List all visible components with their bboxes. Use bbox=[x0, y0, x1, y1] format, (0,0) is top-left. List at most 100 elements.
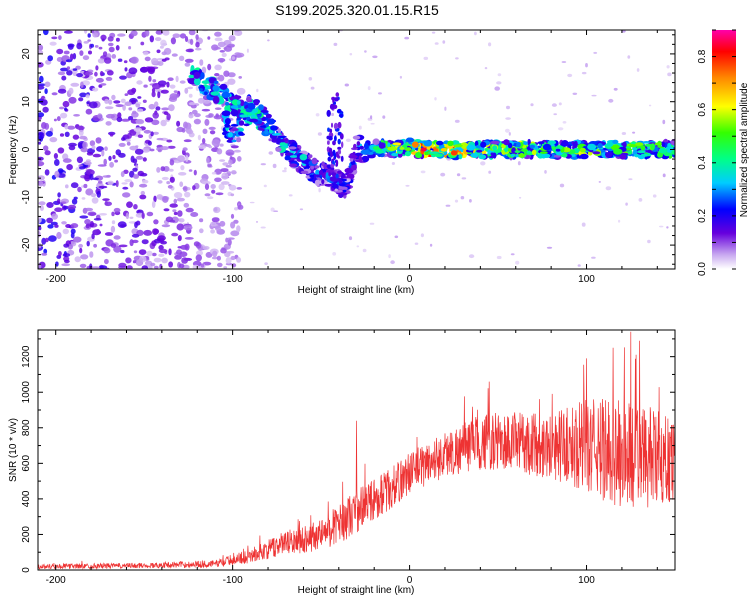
spectrogram-noise-blob bbox=[190, 104, 197, 109]
spectrogram-noise-blob bbox=[173, 211, 178, 216]
spectrogram-noise-blob bbox=[362, 248, 367, 253]
spectrogram-noise-blob bbox=[210, 184, 216, 189]
spectrogram-noise-blob bbox=[76, 42, 83, 50]
spectrogram-signal-blob bbox=[363, 142, 369, 150]
spectrogram-noise-blob bbox=[188, 93, 193, 98]
spectrogram-noise-blob bbox=[236, 87, 246, 95]
spectrogram-signal-blob bbox=[328, 147, 333, 154]
spectrogram-noise-blob bbox=[68, 87, 74, 95]
spectrogram-peak-blob bbox=[420, 147, 427, 152]
spectrogram-noise-blob bbox=[169, 159, 175, 166]
spectrogram-signal-blob bbox=[309, 174, 315, 178]
spectrogram-noise-blob bbox=[70, 232, 75, 239]
y-tick-label: 400 bbox=[21, 490, 32, 507]
spectrogram-noise-blob bbox=[214, 64, 222, 71]
spectrogram-noise-blob bbox=[38, 141, 42, 145]
spectrogram-noise-blob bbox=[84, 219, 91, 225]
spectrogram-signal-blob bbox=[529, 144, 536, 149]
spectrogram-noise-blob bbox=[168, 248, 172, 256]
spectrogram-noise-blob bbox=[83, 183, 88, 189]
spectrogram-noise-blob bbox=[57, 198, 61, 204]
spectrogram-noise-blob bbox=[83, 41, 89, 44]
y-tick-label: -10 bbox=[21, 190, 32, 205]
spectrogram-signal-blob bbox=[555, 148, 561, 152]
spectrogram-noise-blob bbox=[434, 42, 439, 45]
spectrogram-noise-blob bbox=[562, 121, 567, 124]
spectrogram-noise-blob bbox=[208, 113, 214, 117]
spectrogram-noise-blob bbox=[157, 61, 164, 66]
spectrogram-noise-blob bbox=[72, 68, 78, 71]
spectrogram-signal-blob bbox=[523, 141, 528, 146]
spectrogram-signal-blob bbox=[188, 74, 195, 79]
spectrogram-noise-blob bbox=[44, 81, 51, 88]
spectrogram-noise-blob bbox=[149, 35, 154, 43]
spectrogram-noise-blob bbox=[154, 101, 159, 107]
spectrogram-noise-blob bbox=[124, 179, 132, 183]
spectrogram-noise-blob bbox=[117, 112, 122, 119]
spectrogram-signal-blob bbox=[511, 147, 516, 154]
x-tick-label: 0 bbox=[407, 274, 413, 285]
spectrogram-noise-blob bbox=[108, 99, 113, 105]
spectrogram-noise-blob bbox=[166, 139, 173, 143]
spectrogram-noise-blob bbox=[204, 118, 210, 126]
spectrogram-noise-blob bbox=[141, 239, 149, 245]
spectrogram-noise-blob bbox=[591, 94, 597, 97]
spectrogram-noise-blob bbox=[98, 213, 108, 216]
spectrogram-noise-blob bbox=[96, 190, 102, 198]
spectrogram-noise-blob bbox=[256, 221, 258, 223]
spectrogram-signal-blob bbox=[233, 95, 242, 100]
spectrogram-noise-blob bbox=[559, 183, 565, 188]
spectrogram-noise-blob bbox=[43, 145, 49, 151]
spectrogram-marks bbox=[38, 30, 675, 269]
spectrogram-noise-blob bbox=[104, 106, 114, 110]
spectrogram-signal-blob bbox=[270, 125, 277, 131]
spectrogram-signal-blob bbox=[335, 152, 339, 158]
spectrogram-signal-blob bbox=[356, 141, 361, 146]
spectrogram-noise-blob bbox=[205, 251, 213, 258]
spectrogram-noise-blob bbox=[157, 91, 161, 99]
spectrogram-noise-blob bbox=[226, 250, 235, 254]
spectrogram-noise-blob bbox=[558, 102, 562, 106]
spectrogram-noise-blob bbox=[161, 224, 171, 228]
spectrogram-noise-blob bbox=[67, 204, 77, 210]
spectrogram-noise-blob bbox=[155, 30, 163, 35]
spectrogram-noise-blob bbox=[125, 212, 130, 220]
spectrogram-noise-blob bbox=[201, 180, 211, 185]
spectrogram-noise-blob bbox=[246, 48, 249, 53]
spectrogram-noise-blob bbox=[220, 247, 227, 254]
spectrogram-noise-blob bbox=[70, 223, 79, 229]
spectrogram-noise-blob bbox=[162, 30, 170, 36]
spectrogram-noise-blob bbox=[106, 174, 111, 178]
spectrogram-noise-blob bbox=[176, 93, 180, 98]
spectrogram-signal-blob bbox=[480, 141, 487, 148]
spectrogram-noise-blob bbox=[108, 42, 114, 47]
spectrogram-noise-blob bbox=[236, 225, 241, 233]
spectrogram-noise-blob bbox=[195, 34, 199, 40]
spectrogram-noise-blob bbox=[141, 148, 151, 153]
spectrogram-signal-blob bbox=[520, 148, 528, 152]
spectrogram-noise-blob bbox=[270, 207, 275, 212]
spectrogram-noise-blob bbox=[114, 159, 118, 163]
spectrogram-noise-blob bbox=[73, 236, 82, 243]
spectrogram-signal-blob bbox=[258, 104, 264, 111]
spectrogram-noise-blob bbox=[96, 228, 100, 235]
spectrogram-noise-blob bbox=[66, 70, 73, 76]
spectrogram-signal-blob bbox=[193, 71, 201, 79]
spectrogram-noise-blob bbox=[139, 183, 148, 188]
spectrogram-noise-blob bbox=[78, 129, 84, 136]
spectrogram-signal-blob bbox=[331, 172, 337, 176]
spectrogram-noise-blob bbox=[652, 194, 657, 198]
spectrogram-noise-blob bbox=[85, 94, 90, 99]
spectrogram-signal-blob bbox=[212, 95, 220, 104]
spectrogram-noise-blob bbox=[97, 113, 103, 119]
spectrogram-noise-blob bbox=[164, 57, 170, 61]
spectrogram-noise-blob bbox=[110, 243, 117, 248]
spectrogram-signal-blob bbox=[372, 146, 381, 150]
spectrogram-signal-blob bbox=[640, 145, 646, 151]
spectrogram-noise-blob bbox=[212, 250, 218, 257]
spectrogram-noise-blob bbox=[183, 159, 192, 164]
spectrogram-noise-blob bbox=[157, 235, 166, 241]
spectrogram-noise-blob bbox=[148, 75, 152, 82]
spectrogram-signal-blob bbox=[329, 103, 335, 110]
spectrogram-noise-blob bbox=[72, 53, 77, 60]
